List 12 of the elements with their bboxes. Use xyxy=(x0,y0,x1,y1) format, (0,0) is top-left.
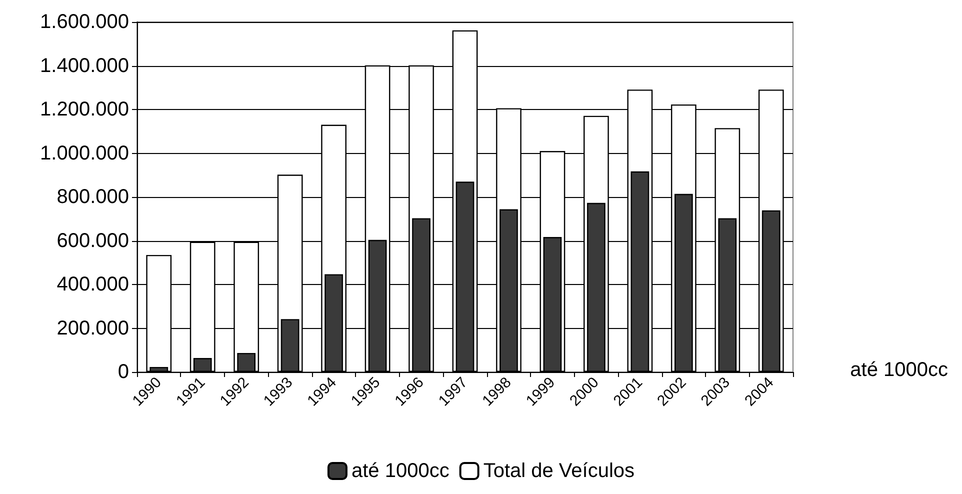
y-tick-label: 1.400.000 xyxy=(40,54,129,77)
y-tick-label: 600.000 xyxy=(56,230,129,252)
y-tick-label: 200.000 xyxy=(56,317,129,340)
y-tick-label: 1.000.000 xyxy=(40,142,129,164)
text: até 1000cc xyxy=(850,359,948,381)
y-tick-label: 800.000 xyxy=(56,186,129,208)
y-tick-label: 400.000 xyxy=(56,274,129,296)
y-tick-label: 0 xyxy=(118,361,129,383)
y-tick-label: 1.200.000 xyxy=(40,98,129,120)
y-tick-label: 1.600.000 xyxy=(40,11,129,33)
legend-label: até 1000cc xyxy=(351,460,450,482)
legend-label: Total de Veículos xyxy=(483,460,635,482)
